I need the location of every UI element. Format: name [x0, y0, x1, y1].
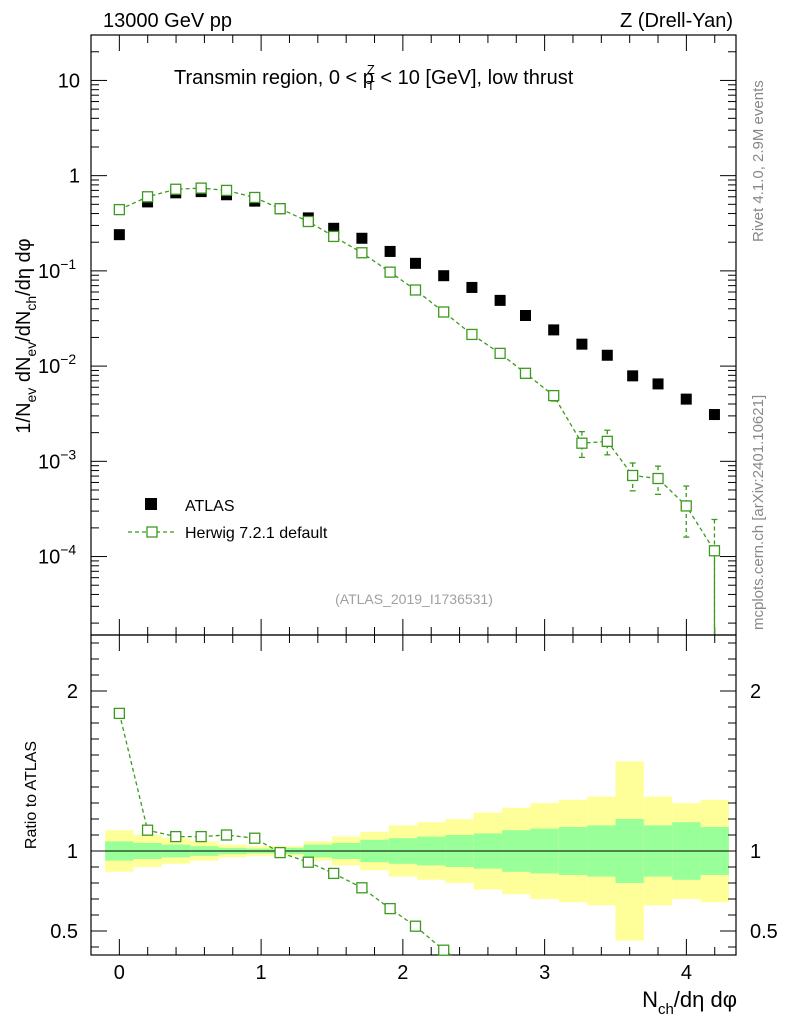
herwig-point	[466, 328, 478, 341]
atlas-point	[113, 229, 125, 241]
herwig-point	[141, 191, 154, 203]
herwig-point	[708, 545, 721, 557]
legend-herwig-marker	[146, 526, 158, 538]
atlas-point	[409, 257, 421, 269]
x-tick-label: 0	[114, 962, 125, 984]
x-tick-label: 4	[681, 962, 692, 984]
ratio-y-tick-label: 2	[67, 681, 78, 703]
ratio-herwig-point	[141, 824, 154, 836]
atlas-point	[384, 245, 396, 257]
ratio-y-tick-label: 1	[67, 841, 78, 863]
ratio-y-axis-label: Ratio to ATLAS	[23, 741, 40, 849]
ratio-y-tick-label-right: 2	[750, 681, 761, 703]
herwig-point	[601, 435, 613, 448]
header-right: Z (Drell-Yan)	[620, 10, 733, 32]
ratio-y-tick-label: 0.5	[50, 921, 78, 943]
ratio-axis-ticks: 0 1 2 3 4 0.5 0.5 1 1 2 2	[50, 635, 778, 984]
ratio-herwig-point	[170, 830, 182, 843]
atlas-point	[576, 338, 588, 350]
atlas-point	[328, 222, 340, 234]
side-label-mcplots: mcplots.cern.ch [arXiv:2401.10621]	[750, 395, 767, 630]
main-y-axis-label: 1/Nev dNev/dNch/dη dφ	[13, 238, 39, 433]
ratio-data-marks	[91, 707, 736, 956]
y-tick-label: 10−1	[38, 256, 76, 283]
herwig-point	[576, 437, 588, 449]
x-tick-label: 3	[539, 962, 550, 984]
atlas-point	[466, 281, 478, 293]
atlas-point	[519, 309, 531, 321]
herwig-point	[494, 347, 506, 360]
atlas-point	[356, 232, 368, 244]
herwig-line	[119, 187, 716, 635]
ratio-herwig-point	[249, 832, 261, 844]
herwig-point	[113, 203, 126, 216]
herwig-point	[356, 247, 368, 259]
herwig-point	[548, 389, 560, 402]
ratio-herwig-point	[328, 867, 340, 880]
atlas-point	[708, 409, 720, 421]
ratio-herwig-point	[274, 846, 286, 859]
legend-atlas-marker	[145, 498, 157, 510]
ratio-herwig-point	[302, 856, 314, 868]
x-axis-label: Nch/dη dφ	[642, 987, 737, 1018]
ratio-herwig-point	[409, 920, 422, 932]
main-frame	[90, 34, 737, 636]
herwig-point	[220, 184, 233, 197]
header-left: 13000 GeV pp	[103, 10, 232, 32]
legend: ATLAS Herwig 7.2.1 default	[128, 498, 328, 542]
x-tick-label: 1	[256, 962, 267, 984]
ratio-y-tick-label-right: 0.5	[750, 921, 778, 943]
herwig-point	[384, 266, 396, 278]
y-tick-label: 10−3	[38, 446, 76, 473]
herwig-point	[680, 500, 692, 512]
atlas-point	[627, 370, 639, 382]
ratio-frame	[90, 634, 737, 956]
herwig-point	[274, 203, 286, 215]
herwig-point	[195, 182, 207, 194]
herwig-point	[302, 215, 314, 228]
herwig-point	[519, 367, 532, 379]
herwig-point	[438, 306, 450, 318]
ratio-y-tick-label-right: 1	[750, 841, 761, 863]
main-data-marks	[113, 182, 721, 635]
ratio-herwig-point	[384, 902, 396, 915]
herwig-point	[409, 284, 422, 296]
legend-herwig-label: Herwig 7.2.1 default	[185, 525, 328, 542]
y-tick-label: 10−2	[38, 351, 76, 378]
herwig-point	[627, 469, 639, 482]
ratio-herwig-point	[356, 882, 368, 894]
chart-title: Transmin region, 0 < pZ T < 10 [GeV], low…	[174, 62, 574, 93]
analysis-tag: (ATLAS_2019_I1736531)	[335, 591, 493, 607]
atlas-point	[601, 349, 613, 361]
y-tick-label: 10−4	[38, 542, 76, 569]
atlas-point	[494, 294, 506, 306]
herwig-point	[652, 472, 664, 485]
ratio-herwig-point	[113, 707, 126, 720]
atlas-point	[548, 324, 560, 336]
herwig-point	[170, 183, 182, 195]
atlas-point	[652, 378, 664, 390]
atlas-point	[680, 393, 692, 405]
legend-atlas-label: ATLAS	[185, 498, 235, 515]
ratio-herwig-point	[220, 829, 233, 841]
x-tick-label: 2	[397, 962, 408, 984]
main-axis-ticks: 10 1 10−1 10−2 10−3 10−4	[38, 34, 736, 635]
y-tick-label: 10	[58, 70, 80, 92]
herwig-point	[328, 230, 340, 243]
herwig-point	[249, 191, 261, 204]
side-label-rivet: Rivet 4.1.0, 2.9M events	[750, 80, 767, 242]
ratio-herwig-point	[438, 944, 450, 956]
y-tick-label: 1	[69, 166, 80, 188]
atlas-point	[438, 270, 450, 282]
ratio-herwig-point	[195, 830, 207, 843]
